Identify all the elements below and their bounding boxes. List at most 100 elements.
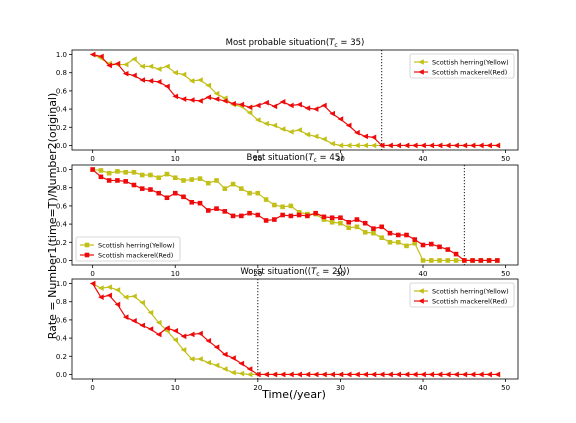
legend-entry: Scottish herring(Yellow) — [414, 287, 509, 295]
legend-entry: Scottish herring(Yellow) — [414, 58, 509, 66]
legend-box — [409, 53, 515, 79]
data-point — [156, 190, 162, 196]
data-point — [494, 371, 501, 378]
data-point — [205, 208, 211, 213]
data-point — [263, 371, 269, 378]
data-point — [181, 178, 186, 183]
x-tick-label: 50 — [501, 270, 510, 278]
data-point — [98, 285, 104, 291]
data-point — [321, 102, 327, 109]
legend-label: Scottish mackerel(Red) — [98, 251, 173, 259]
data-point — [246, 109, 253, 116]
data-point — [230, 181, 236, 187]
data-point — [238, 360, 245, 367]
data-point — [337, 116, 344, 122]
chart-title: Most probable situation(Tc = 35) — [226, 38, 365, 49]
data-point — [172, 328, 179, 334]
data-point — [139, 63, 146, 70]
x-tick-label: 0 — [90, 270, 94, 278]
y-tick-label: 0.8 — [56, 298, 67, 306]
x-tick-label: 0 — [90, 155, 94, 163]
chart-title: Best situation(Tc = 45) — [246, 153, 343, 164]
data-point — [214, 178, 219, 183]
legend-marker — [418, 298, 424, 304]
data-point — [98, 174, 104, 180]
data-point — [486, 142, 492, 149]
data-point — [478, 142, 484, 149]
data-point — [395, 371, 402, 378]
data-point — [89, 51, 96, 58]
data-point — [230, 100, 236, 107]
data-point — [221, 351, 228, 358]
data-point — [453, 258, 459, 263]
y-tick-label: 0.6 — [56, 316, 68, 324]
data-point — [147, 63, 154, 70]
data-point — [387, 239, 393, 245]
data-point — [346, 225, 351, 231]
data-point — [139, 172, 145, 178]
data-point — [453, 142, 459, 149]
data-point — [188, 97, 195, 103]
data-point — [122, 61, 129, 68]
data-point — [197, 200, 203, 206]
data-point — [354, 129, 360, 136]
data-point — [486, 258, 492, 263]
data-point — [106, 284, 112, 290]
y-tick-label: 0.6 — [56, 202, 68, 210]
data-point — [305, 213, 310, 219]
data-point — [362, 220, 368, 226]
data-point — [230, 213, 236, 219]
legend-label: Scottish mackerel(Red) — [432, 297, 507, 305]
legend-label: Scottish herring(Yellow) — [98, 241, 175, 249]
data-point — [180, 71, 187, 78]
data-point — [337, 142, 344, 149]
data-point — [312, 371, 319, 378]
data-point — [247, 190, 252, 196]
data-point — [279, 99, 286, 105]
y-tick-label: 0.6 — [56, 87, 68, 95]
data-point — [272, 202, 277, 208]
data-point — [197, 356, 203, 362]
data-point — [296, 212, 302, 218]
plot-frame — [71, 278, 519, 380]
legend-marker — [84, 252, 90, 258]
data-point — [131, 169, 137, 175]
data-point — [147, 326, 154, 332]
data-point — [230, 355, 236, 361]
data-point — [131, 56, 137, 62]
legend-entry: Scottish mackerel(Red) — [80, 251, 173, 259]
data-point — [180, 347, 187, 353]
x-tick-label: 40 — [419, 155, 428, 163]
legend-entry: Scottish mackerel(Red) — [414, 68, 507, 76]
data-point — [370, 134, 377, 141]
data-point — [296, 127, 302, 133]
data-point — [271, 371, 278, 378]
data-point — [172, 93, 179, 100]
data-point — [403, 142, 410, 149]
data-point — [247, 210, 252, 216]
data-point — [263, 99, 269, 106]
data-point — [354, 217, 360, 222]
y-tick-label: 0.0 — [56, 371, 67, 379]
data-point — [338, 220, 343, 226]
data-point — [123, 179, 128, 184]
data-point — [205, 359, 212, 366]
legend-entry: Scottish mackerel(Red) — [414, 297, 507, 305]
data-point — [189, 199, 195, 205]
data-point — [478, 371, 484, 378]
data-point — [148, 187, 153, 192]
data-point — [263, 218, 269, 223]
plot-frame — [71, 49, 519, 151]
data-point — [470, 258, 475, 263]
x-tick-label: 20 — [253, 384, 262, 392]
data-point — [461, 371, 468, 378]
data-point — [148, 172, 153, 178]
legend-label: Scottish herring(Yellow) — [432, 58, 509, 66]
chart-panel-3: Worst situation((Tc = 20)) 0 10 20 30 40 50 0.0… — [56, 267, 519, 392]
data-point — [221, 98, 228, 104]
data-point — [304, 105, 311, 111]
data-point — [239, 213, 244, 219]
data-point — [147, 309, 154, 316]
data-point — [106, 62, 112, 69]
data-point — [222, 186, 228, 191]
